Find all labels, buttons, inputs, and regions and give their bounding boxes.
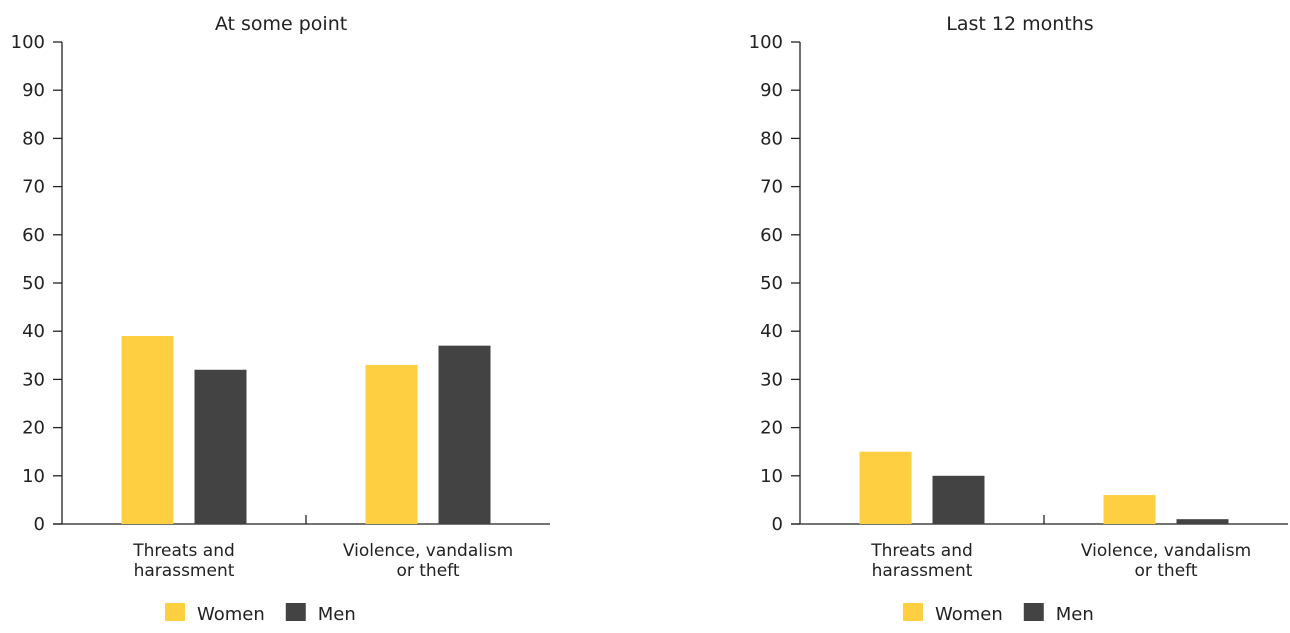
- y-tick-label: 70: [22, 177, 45, 198]
- bar-women: [121, 336, 174, 524]
- y-tick-label: 30: [22, 369, 45, 390]
- y-tick-label: 20: [22, 418, 45, 439]
- y-tick-label: 40: [760, 321, 783, 342]
- x-category-label-line: Threats and: [870, 541, 973, 561]
- bar-men: [438, 345, 491, 524]
- y-tick-label: 60: [760, 225, 783, 246]
- y-tick-label: 60: [22, 225, 45, 246]
- legend-label-men: Men: [1056, 604, 1094, 625]
- y-tick-label: 50: [760, 273, 783, 294]
- bar-women: [859, 451, 912, 524]
- bar-men: [1176, 519, 1229, 524]
- y-tick-label: 0: [772, 514, 783, 535]
- x-category-label: Threats and harassment: [132, 541, 235, 581]
- y-tick-label: 80: [22, 128, 45, 149]
- y-tick-label: 10: [760, 466, 783, 487]
- y-tick-label: 0: [34, 514, 45, 535]
- y-tick-label: 80: [760, 128, 783, 149]
- legend-swatch-men: [285, 603, 306, 621]
- x-category-label-line: Violence, vandalism: [343, 541, 513, 561]
- y-tick-label: 40: [22, 321, 45, 342]
- legend-swatch-women: [903, 603, 923, 621]
- bar-men: [194, 369, 247, 524]
- chart-title: At some point: [215, 13, 347, 35]
- legend-label-women: Women: [935, 604, 1003, 625]
- y-tick-label: 90: [22, 80, 45, 101]
- x-category-label-line: harassment: [872, 561, 973, 581]
- bar-men: [932, 475, 985, 524]
- bar-women: [1103, 495, 1156, 524]
- y-tick-label: 20: [760, 418, 783, 439]
- y-tick-label: 90: [760, 80, 783, 101]
- y-tick-label: 10: [22, 466, 45, 487]
- y-tick-label: 70: [760, 177, 783, 198]
- x-category-label: Threats and harassment: [870, 541, 973, 581]
- x-category-label-line: harassment: [134, 561, 235, 581]
- y-tick-label: 30: [760, 369, 783, 390]
- legend-swatch-men: [1023, 603, 1044, 621]
- legend-label-women: Women: [197, 604, 265, 625]
- legend-swatch-women: [165, 603, 185, 621]
- y-tick-label: 100: [749, 32, 783, 53]
- x-category-label-line: or theft: [1134, 561, 1197, 581]
- legend-label-men: Men: [318, 604, 356, 625]
- x-category-label: Violence, vandalism or theft: [343, 541, 513, 581]
- x-category-label-line: Violence, vandalism: [1081, 541, 1251, 561]
- x-category-label-line: Threats and: [132, 541, 235, 561]
- x-category-label-line: or theft: [396, 561, 459, 581]
- y-tick-label: 100: [11, 32, 45, 53]
- y-tick-label: 50: [22, 273, 45, 294]
- x-category-label: Violence, vandalism or theft: [1081, 541, 1251, 581]
- chart-title: Last 12 months: [946, 13, 1093, 35]
- bar-women: [365, 364, 418, 524]
